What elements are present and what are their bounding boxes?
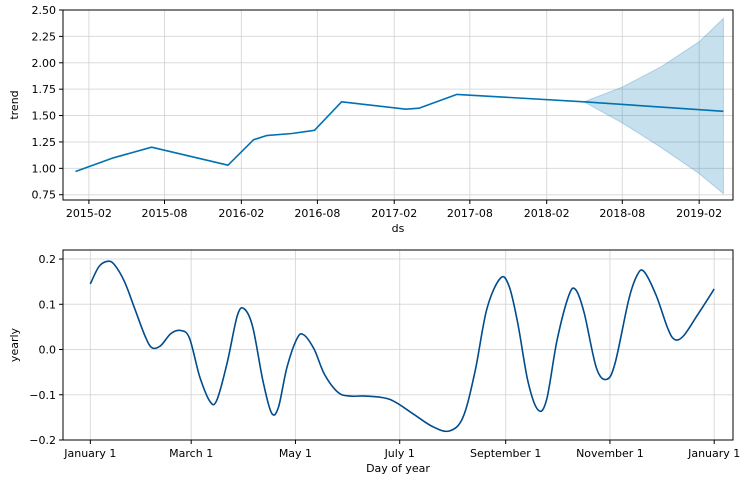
- y-tick-label: 1.50: [32, 110, 57, 123]
- trend-y-axis-label: trend: [8, 90, 21, 119]
- x-tick-label: 2016-02: [218, 207, 264, 220]
- x-tick-label: January 1: [63, 447, 116, 460]
- x-tick-label: 2018-08: [599, 207, 645, 220]
- yearly-grid: [63, 250, 733, 441]
- yearly-x-axis-label: Day of year: [366, 462, 430, 475]
- y-tick-label: 0.2: [39, 253, 57, 266]
- x-tick-label: 2019-02: [676, 207, 722, 220]
- y-tick-label: −0.1: [29, 389, 56, 402]
- x-tick-label: 2017-02: [371, 207, 417, 220]
- y-tick-label: 1.00: [32, 162, 57, 175]
- x-tick-label: September 1: [470, 447, 541, 460]
- yearly-line: [89, 260, 715, 433]
- yearly-panel: January 1 March 1 May 1 July 1 September 1 No…: [8, 249, 740, 475]
- trend-panel: 2015-02 2015-08 2016-02 2016-08 2017-02 2017-…: [8, 4, 734, 235]
- trend-plot-frame: [62, 9, 734, 201]
- y-tick-label: 0.75: [32, 189, 57, 202]
- y-tick-label: 2.50: [32, 4, 57, 17]
- x-tick-label: January 1: [687, 447, 740, 460]
- x-tick-label: 2015-08: [142, 207, 188, 220]
- trend-x-axis-label: ds: [392, 222, 405, 235]
- x-tick-label: 2017-08: [447, 207, 493, 220]
- x-tick-label: 2018-02: [524, 207, 570, 220]
- y-tick-label: 1.25: [32, 136, 57, 149]
- yearly-plot-frame: [62, 249, 734, 441]
- y-tick-label: 0.0: [39, 344, 57, 357]
- y-tick-label: 1.75: [32, 83, 57, 96]
- x-tick-label: November 1: [576, 447, 644, 460]
- y-tick-label: −0.2: [29, 434, 56, 447]
- y-tick-label: 2.00: [32, 57, 57, 70]
- trend-line: [75, 93, 724, 173]
- y-tick-label: 0.1: [39, 298, 57, 311]
- x-tick-label: July 1: [384, 447, 415, 460]
- x-tick-label: 2016-08: [294, 207, 340, 220]
- x-tick-label: 2015-02: [66, 207, 112, 220]
- x-tick-label: March 1: [169, 447, 213, 460]
- yearly-y-axis-label: yearly: [8, 327, 21, 362]
- yearly-ticks: January 1 March 1 May 1 July 1 September 1 No…: [29, 253, 740, 460]
- trend-ticks: 2015-02 2015-08 2016-02 2016-08 2017-02 2017-…: [32, 4, 723, 220]
- y-tick-label: 2.25: [32, 30, 57, 43]
- x-tick-label: May 1: [279, 447, 312, 460]
